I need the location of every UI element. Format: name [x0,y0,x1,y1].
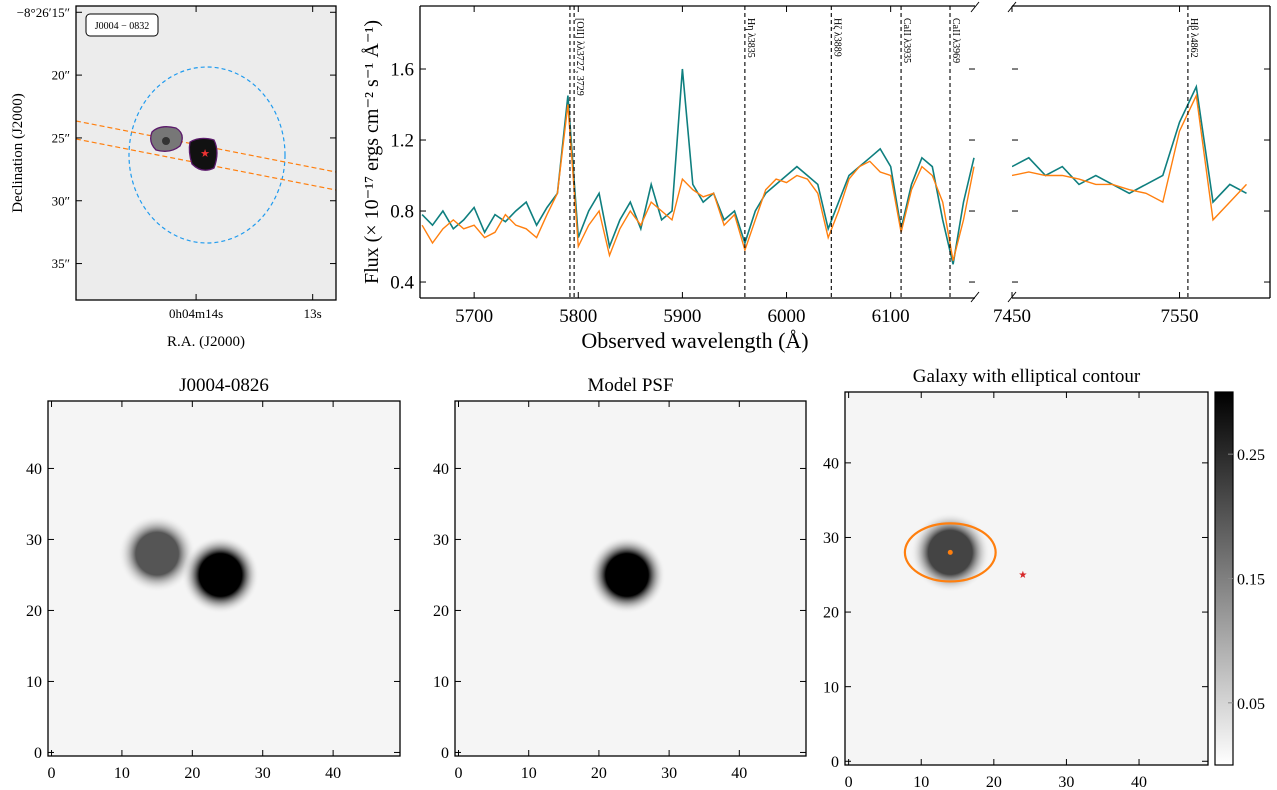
line-label: [OII] λλ3727, 3729 [574,18,585,96]
colorbar-tick-label: 0.25 [1237,447,1265,464]
spectrum-line [421,68,975,265]
fit-ellipse [903,522,997,583]
x-tick-label: 7550 [1161,306,1199,327]
x-tick-label: 0 [845,774,853,790]
x-tick-label: 7450 [993,306,1031,327]
image-label: J0004 − 0832 [95,21,150,32]
y-tick-label: 1.2 [390,131,414,152]
x-tick-label: 5700 [455,306,493,327]
colorbar-tick-label: 0.15 [1237,572,1265,589]
y-tick-label: 0 [34,745,42,762]
y-tick-label: 30 [26,532,42,549]
x-tick-label: 13s [304,306,322,321]
y-tick-label: 40 [26,461,42,478]
star-contour [188,137,218,171]
line-label: CaII λ3969 [950,18,961,63]
source [588,536,666,614]
axes-frame [454,400,807,757]
spectrum-line [421,104,975,261]
y-tick-label: 20 [26,603,42,620]
y-tick-label: 25″ [52,130,70,145]
x-tick-label: 20 [591,765,607,782]
y-tick-label: −8°26′15″ [17,5,70,20]
y-tick-label: 0.4 [390,273,414,294]
source [118,514,196,593]
x-tick-label: 10 [521,765,537,782]
y-tick-label: 10 [823,679,839,696]
spectrum-line [1012,93,1248,222]
source [181,536,260,614]
cutout-image: ★ [75,6,337,300]
x-tick-label: 40 [731,765,747,782]
x-tick-label: 30 [661,765,677,782]
y-tick-label: 20 [823,605,839,622]
x-tick-label: 10 [114,765,130,782]
x-tick-label: 40 [325,765,341,782]
y-tick-label: 10 [433,674,449,691]
star-marker: ★ [200,148,210,160]
y-tick-label: 30 [823,530,839,547]
line-label: Hζ λ3889 [831,18,842,57]
y-tick-label: 10 [26,674,42,691]
x-tick-label: 30 [1058,774,1074,790]
aperture [128,66,286,244]
line-label: Hβ λ4862 [1188,18,1199,58]
y-tick-label: 1.6 [390,60,414,81]
y-tick-label: 40 [823,455,839,472]
x-tick-label: 5900 [663,306,701,327]
axes-frame [75,5,337,301]
y-tick-label: 20 [433,603,449,620]
x-tick-label: 5800 [559,306,597,327]
image-background [845,392,1208,765]
ellipse-center [947,549,953,555]
y-tick-label: 35″ [52,256,70,271]
galaxy-core [162,137,170,145]
y-axis-label: Flux (× 10⁻¹⁷ ergs cm⁻² s⁻¹ Å⁻¹) [361,20,383,284]
x-tick-label: 30 [255,765,271,782]
y-tick-label: 30″ [52,193,70,208]
x-tick-label: 40 [1131,774,1147,790]
x-tick-label: 20 [986,774,1002,790]
y-tick-label: 40 [433,461,449,478]
x-axis-label: R.A. (J2000) [167,334,245,350]
axes-frame [47,400,401,757]
x-tick-label: 20 [184,765,200,782]
x-tick-label: 0h04m14s [169,306,223,321]
y-axis-label: Declination (J2000) [10,93,26,213]
panel-title: Galaxy with elliptical contour [913,366,1141,387]
y-tick-label: 30 [433,532,449,549]
panel-title: J0004-0826 [179,375,269,396]
y-tick-label: 20″ [52,68,70,83]
x-tick-label: 6100 [872,306,910,327]
spectrum-line [1012,84,1247,204]
x-tick-label: 0 [48,765,56,782]
x-axis-label: Observed wavelength (Å) [581,328,808,353]
x-tick-label: 6000 [768,306,806,327]
label-box [85,13,159,37]
star-marker [1019,570,1027,578]
x-tick-label: 10 [913,774,929,790]
y-tick-label: 0.8 [390,202,414,223]
y-tick-label: 0 [441,745,449,762]
axes-frame [844,391,1209,766]
colorbar-tick-label: 0.05 [1237,696,1265,713]
line-label: Hη λ3835 [745,18,756,58]
line-label: CaII λ3935 [901,18,912,63]
panel-title: Model PSF [587,375,673,396]
axis-breaks [970,1,1017,303]
y-tick-label: 0 [831,754,839,771]
x-tick-label: 0 [455,765,463,782]
